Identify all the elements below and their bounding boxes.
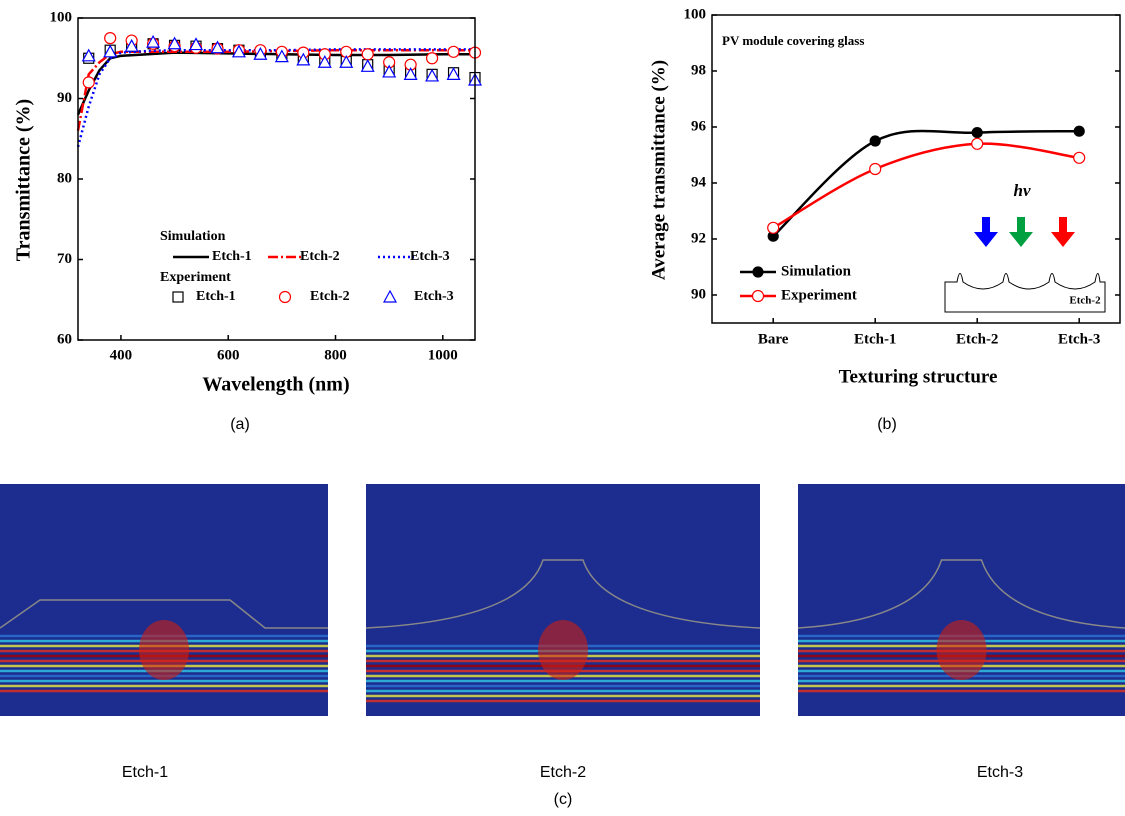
- plot-frame: [77, 17, 476, 341]
- marker: [446, 67, 461, 80]
- marker: [231, 44, 246, 58]
- caption: (a): [230, 416, 250, 433]
- legend-label: Etch-1: [196, 289, 236, 304]
- marker: [339, 55, 354, 68]
- annotation: hv: [1014, 181, 1031, 200]
- caption: (c): [554, 791, 573, 808]
- marker: [296, 52, 311, 66]
- y-tick-label: 80: [57, 170, 72, 186]
- structure-outline: [797, 559, 1125, 629]
- field-hotspot: [538, 620, 588, 680]
- marker: [447, 45, 460, 58]
- marker: [210, 40, 225, 54]
- x-tick-label: Etch-3: [1058, 331, 1101, 347]
- inset: [944, 217, 1106, 313]
- marker: [1073, 125, 1085, 137]
- x-tick-label: 600: [217, 347, 240, 363]
- marker: [403, 67, 418, 80]
- legend-marker: [751, 289, 765, 303]
- y-tick-label: 92: [691, 230, 706, 246]
- marker: [104, 32, 117, 45]
- marker: [1073, 151, 1086, 164]
- glass-outline: [944, 273, 1106, 313]
- legend-label: Etch-2: [300, 249, 340, 264]
- y-tick-label: 70: [57, 251, 72, 267]
- y-tick-label: 60: [57, 331, 72, 347]
- legend-marker: [172, 291, 184, 303]
- legend-group-title: Experiment: [160, 270, 231, 285]
- y-axis-label: Transmittance (%): [13, 99, 35, 261]
- x-axis-label: Wavelength (nm): [202, 374, 349, 396]
- marker: [361, 48, 374, 61]
- plot-frame: [711, 14, 1121, 324]
- legend-group-title: Simulation: [160, 229, 226, 244]
- legend-label: Etch-2: [310, 289, 350, 304]
- caption: (b): [877, 416, 897, 433]
- legend-label: Simulation: [781, 263, 852, 279]
- marker: [425, 68, 440, 82]
- y-tick-label: 100: [50, 9, 73, 25]
- marker: [124, 38, 139, 52]
- marker: [82, 76, 95, 89]
- y-tick-label: 96: [691, 118, 707, 134]
- legend-marker: [752, 266, 764, 278]
- structure-outline: [365, 559, 761, 629]
- x-tick-label: Bare: [758, 331, 789, 347]
- x-axis-label: Texturing structure: [839, 366, 998, 387]
- marker: [81, 48, 96, 62]
- marker: [317, 55, 332, 68]
- y-tick-label: 100: [684, 6, 707, 22]
- marker: [167, 36, 182, 50]
- legend-label: Etch-1: [212, 249, 252, 264]
- marker: [103, 44, 118, 58]
- marker: [971, 137, 984, 150]
- y-tick-label: 90: [57, 90, 72, 106]
- panel-label: Etch-1: [122, 764, 168, 781]
- structure-outline: [0, 599, 328, 629]
- y-tick-label: 98: [691, 62, 706, 78]
- field-image: [365, 484, 761, 716]
- marker: [869, 162, 882, 176]
- field-hotspot: [936, 620, 987, 680]
- arrow: [1051, 217, 1075, 247]
- line: [772, 142, 1080, 229]
- x-tick-label: 800: [324, 347, 347, 363]
- y-axis-label: Average transmittance (%): [648, 60, 669, 280]
- y-tick-label: 94: [691, 174, 707, 190]
- panel-label: Etch-3: [977, 764, 1023, 781]
- legend-label: Etch-3: [410, 249, 450, 264]
- field-image: [797, 484, 1125, 716]
- annotation: Etch-2: [1069, 295, 1101, 307]
- marker: [253, 46, 268, 60]
- marker: [146, 34, 161, 48]
- chart-title: PV module covering glass: [722, 33, 864, 48]
- legend-label: Experiment: [781, 287, 857, 303]
- y-tick-label: 90: [691, 286, 706, 302]
- x-tick-label: 1000: [428, 347, 458, 363]
- marker: [767, 221, 780, 234]
- x-tick-label: 400: [110, 347, 133, 363]
- marker: [274, 49, 289, 63]
- field-image: [0, 484, 328, 716]
- marker: [971, 127, 983, 139]
- legend-marker: [278, 290, 292, 304]
- arrow: [1009, 217, 1033, 247]
- marker: [360, 59, 375, 72]
- x-tick-label: Etch-2: [956, 331, 999, 347]
- marker: [189, 37, 204, 51]
- x-tick-label: Etch-1: [854, 331, 897, 347]
- field-hotspot: [139, 620, 189, 680]
- marker: [382, 64, 397, 78]
- arrow: [974, 217, 998, 247]
- marker: [869, 135, 881, 147]
- line: [772, 129, 1080, 238]
- legend-label: Etch-3: [414, 289, 454, 304]
- marker: [425, 52, 439, 65]
- panel-label: Etch-2: [540, 764, 586, 781]
- legend-marker: [382, 289, 398, 303]
